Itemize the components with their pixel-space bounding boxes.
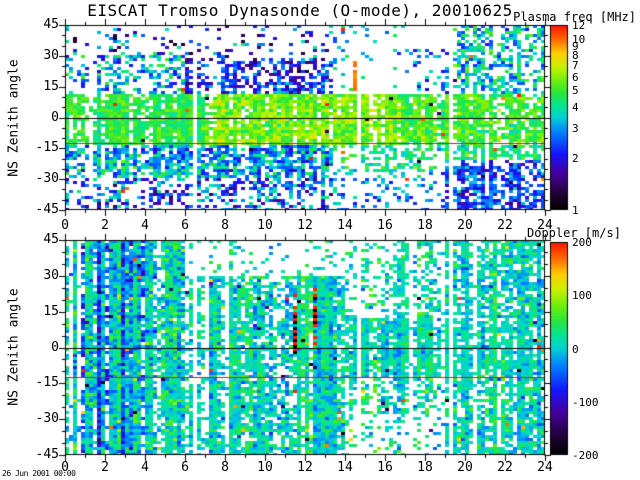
x-tick-label: 0	[61, 218, 69, 233]
y-tick-label: -45	[35, 202, 59, 217]
doppler-colorbar-title: Doppler [m/s]	[527, 226, 621, 240]
y-tick-label: 30	[43, 267, 59, 283]
colorbar-tick-label: 12	[572, 19, 586, 32]
x-tick-label: 14	[337, 218, 353, 233]
colorbar-tick-label: 200	[572, 236, 592, 249]
x-tick-label: 22	[497, 218, 513, 233]
colorbar-tick-label: 10	[572, 32, 586, 46]
x-tick-label: 10	[257, 460, 273, 475]
x-tick-label: 16	[377, 460, 393, 475]
x-tick-label: 12	[297, 460, 313, 475]
y-tick-label: -15	[35, 140, 59, 156]
x-tick-label: 16	[377, 218, 393, 233]
colorbar-tick-label: 0	[572, 342, 579, 356]
x-tick-label: 6	[181, 460, 189, 475]
x-tick-label: 10	[257, 218, 273, 233]
x-tick-label: 20	[457, 460, 473, 475]
x-tick-label: 18	[417, 460, 433, 475]
y-tick-label: 0	[51, 109, 59, 125]
colorbar-tick-label: 1	[572, 204, 579, 217]
x-tick-label: 2	[101, 218, 109, 233]
colorbar-tick-label: -200	[572, 449, 599, 462]
x-tick-label: 8	[221, 218, 229, 233]
colorbar-tick-label: 4	[572, 100, 579, 114]
y-tick-label: 15	[43, 78, 59, 94]
x-tick-label: 4	[141, 218, 149, 233]
colorbar-tick-label: 3	[572, 122, 579, 136]
x-tick-label: 24	[537, 218, 553, 233]
y-tick-label: -30	[35, 171, 59, 187]
colorbar-tick-label: 2	[572, 152, 579, 166]
plot-title: EISCAT Tromso Dynasonde (O-mode), 200106…	[87, 1, 513, 20]
colorbar-tick-label: 8	[572, 49, 579, 63]
colorbar-tick-label: 6	[572, 70, 579, 84]
y-tick-label: 45	[43, 232, 59, 247]
plasma-colorbar-title: Plasma freq [MHz]	[513, 10, 636, 24]
x-tick-label: 20	[457, 218, 473, 233]
colorbar-tick-label: -100	[572, 395, 599, 409]
colorbar-tick-label: 5	[572, 84, 579, 98]
y-tick-label: -30	[35, 411, 59, 427]
y-tick-label: 0	[51, 339, 59, 355]
x-tick-label: 18	[417, 218, 433, 233]
x-tick-label: 0	[61, 460, 69, 475]
colorbar-tick-label: 7	[572, 59, 579, 73]
colorbar-tick-label: 100	[572, 289, 592, 303]
x-tick-label: 14	[337, 460, 353, 475]
x-tick-label: 2	[101, 460, 109, 475]
x-tick-label: 22	[497, 460, 513, 475]
y-tick-label: 45	[43, 17, 59, 32]
y-tick-label: 30	[43, 47, 59, 63]
y-tick-label: 15	[43, 303, 59, 319]
colorbar-tick-label: 9	[572, 40, 579, 54]
y-tick-label: -15	[35, 375, 59, 391]
x-tick-label: 4	[141, 460, 149, 475]
x-tick-label: 12	[297, 218, 313, 233]
x-tick-label: 8	[221, 460, 229, 475]
creation-timestamp: 26 Jun 2001 00:00	[2, 469, 76, 478]
y-tick-label: -45	[35, 447, 59, 462]
x-tick-label: 24	[537, 460, 553, 475]
x-tick-label: 6	[181, 218, 189, 233]
